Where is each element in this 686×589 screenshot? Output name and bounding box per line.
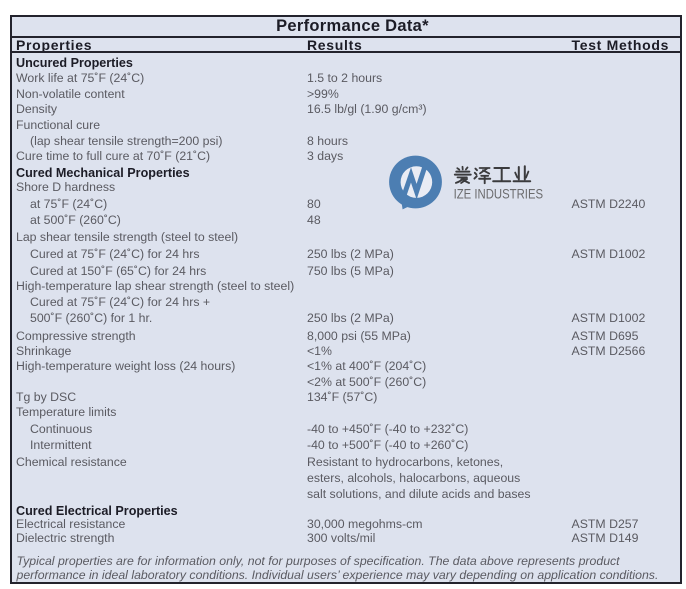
svg-text:IZE INDUSTRIES: IZE INDUSTRIES (454, 186, 543, 201)
